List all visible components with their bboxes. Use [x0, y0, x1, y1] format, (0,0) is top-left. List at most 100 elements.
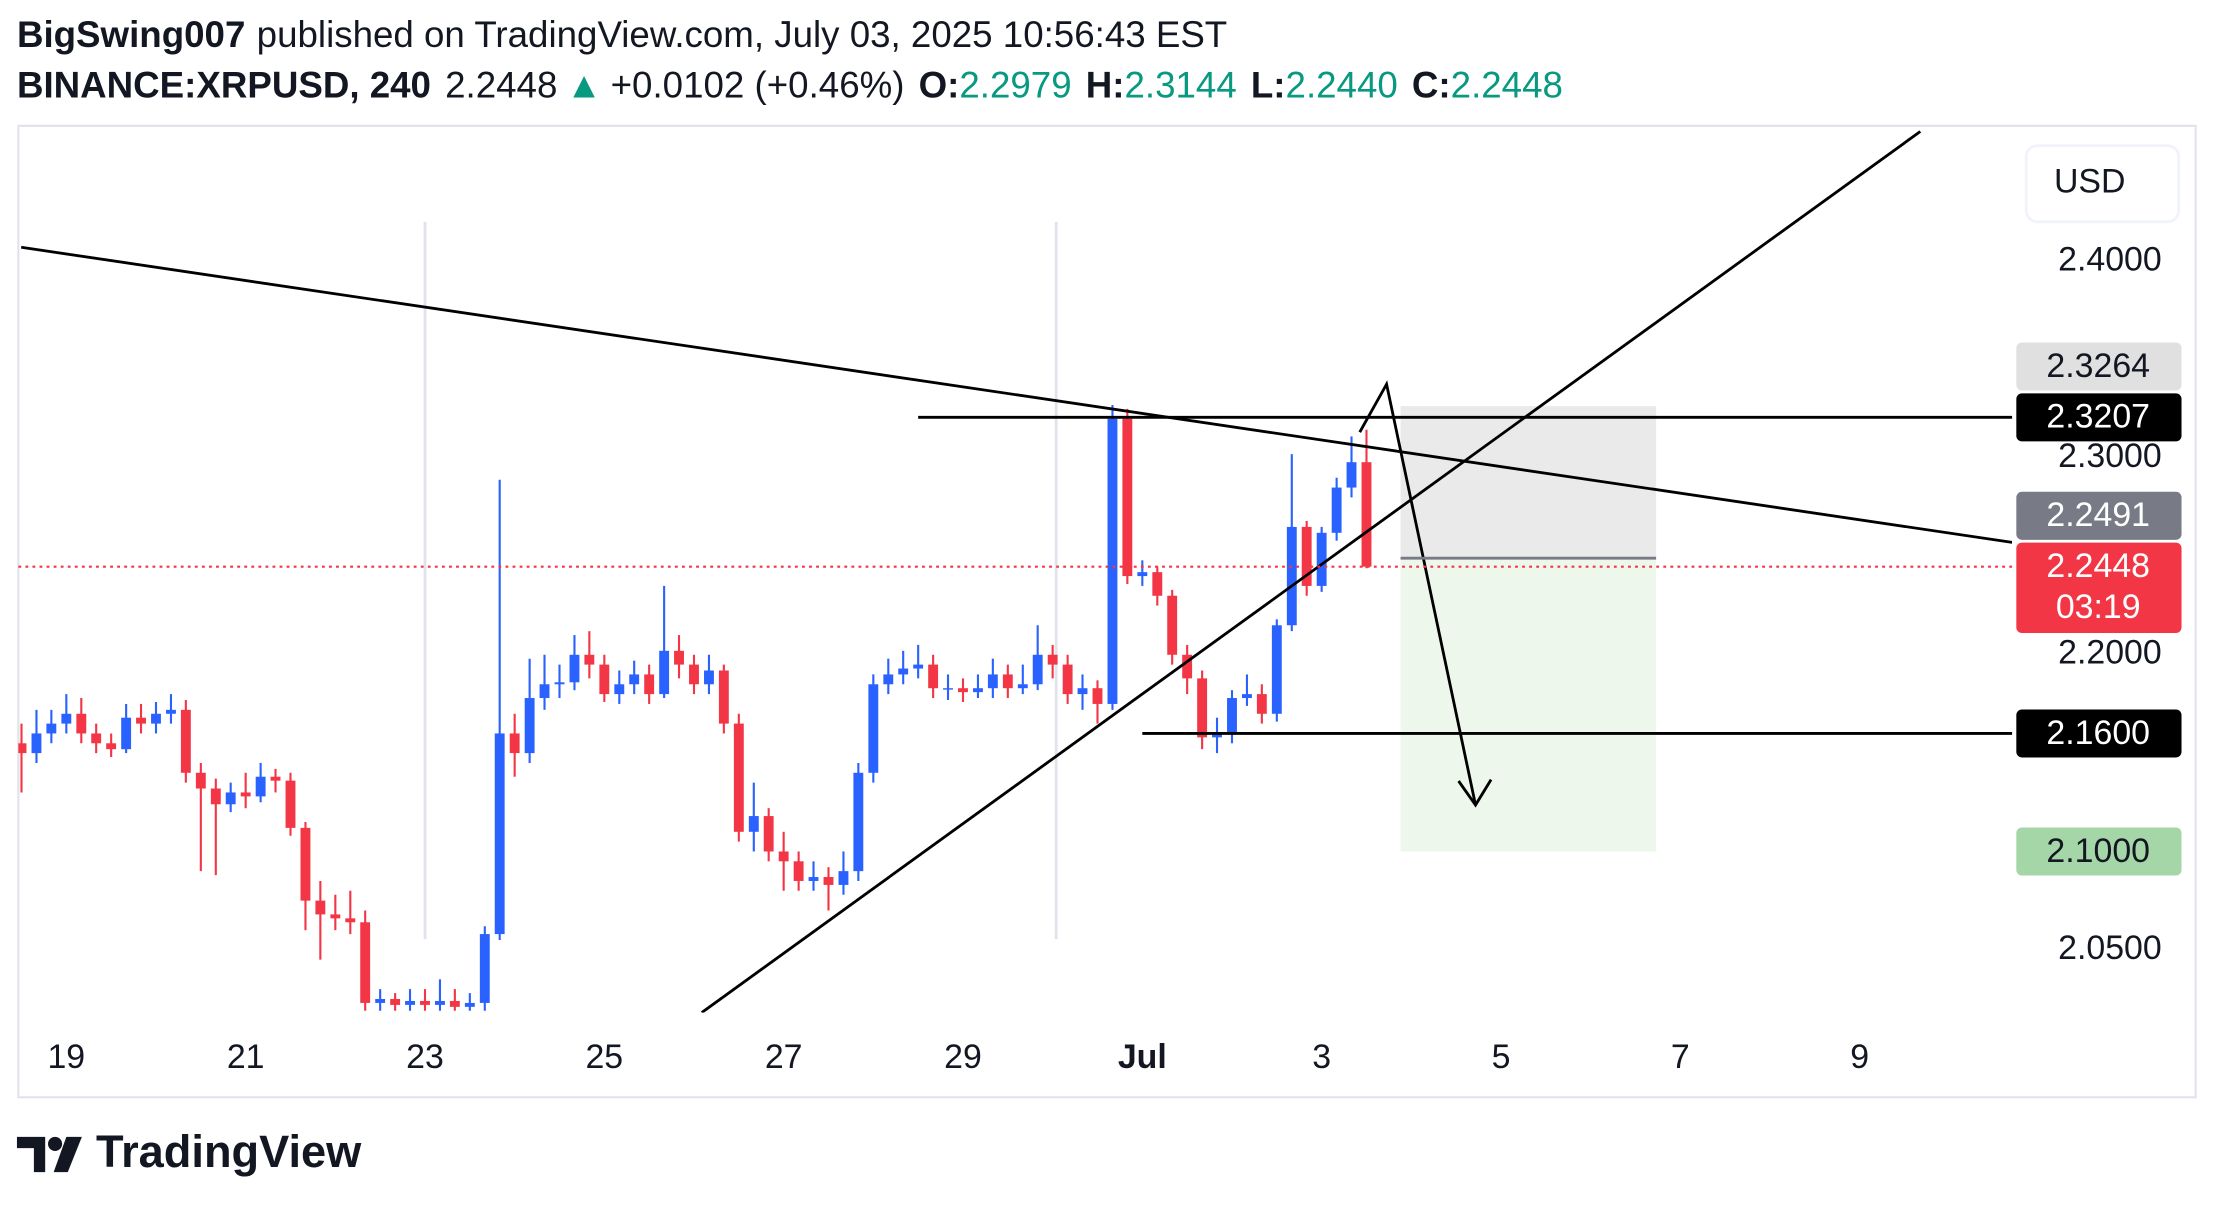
candle-body — [943, 688, 953, 690]
price-marker-label: 2.1000 — [2046, 832, 2150, 870]
candle-body — [1316, 532, 1327, 586]
x-tick-label: 5 — [1492, 1038, 1511, 1076]
candle-body — [345, 918, 356, 923]
axes: 19 21 23 25 27 29 Jul 3 5 7 9 2.4000 2.3000 2.2000 2.0… — [47, 240, 2161, 1076]
candle-body — [748, 816, 759, 832]
candle-body — [1271, 625, 1282, 714]
candle-body — [524, 698, 535, 754]
candle-body — [1032, 654, 1043, 685]
change: +0.0102 (+0.46%) — [611, 64, 905, 105]
last-price: 2.2448 — [445, 64, 557, 105]
candle-body — [823, 877, 834, 885]
candle-body — [151, 713, 161, 724]
candle-body — [1346, 462, 1357, 488]
candle-body — [180, 709, 191, 773]
logo-mark — [16, 1136, 46, 1173]
candle-body — [479, 934, 490, 1003]
price-marker — [2016, 342, 2182, 391]
candle-body — [31, 733, 42, 754]
candle-body — [1361, 462, 1372, 567]
candle-body — [166, 709, 176, 714]
x-tick-label: 21 — [227, 1038, 265, 1076]
candle-body — [644, 674, 655, 695]
x-tick-label: 23 — [406, 1038, 444, 1076]
y-tick-label: 2.4000 — [2058, 240, 2162, 278]
candle-body — [1242, 694, 1252, 699]
ohlc-value: 2.2440 — [1286, 64, 1398, 105]
candle-body — [1197, 678, 1208, 738]
change-arrow: ▲ — [566, 64, 602, 105]
price-marker-label: 2.1600 — [2046, 714, 2150, 752]
candle-body — [1017, 684, 1028, 689]
candle-body — [121, 717, 132, 750]
candle-body — [569, 654, 580, 683]
published: published on TradingView.com, July 03, 2… — [257, 14, 1228, 55]
candle-body — [883, 674, 894, 685]
candle-body — [225, 792, 236, 805]
currency-button[interactable] — [2024, 144, 2181, 224]
price-marker-label: 2.3207 — [2046, 398, 2150, 436]
candle-body — [405, 1000, 415, 1005]
candle-body — [987, 674, 998, 689]
candle-body — [255, 776, 266, 797]
y-tick-label: 2.3000 — [2058, 437, 2162, 475]
chart-frame — [17, 124, 2197, 1099]
y-tick-label: 2.2000 — [2058, 634, 2162, 672]
candle-body — [1092, 688, 1103, 704]
candle-body — [1331, 487, 1342, 533]
ohlc-key: C: — [1412, 64, 1451, 105]
price-marker-label: 2.3264 — [2046, 347, 2150, 385]
candle-body — [1077, 688, 1088, 695]
candle-body — [1212, 733, 1222, 738]
candle-body — [1286, 526, 1297, 626]
trendline — [20, 245, 2013, 544]
candle-body — [46, 723, 57, 734]
ohlc-value: 2.3144 — [1124, 64, 1236, 105]
x-tick-label: 25 — [585, 1038, 623, 1076]
candle-body — [285, 780, 296, 828]
x-tick-label: 29 — [944, 1038, 982, 1076]
x-tick-label: Jul — [1118, 1038, 1167, 1076]
candle-body — [718, 670, 729, 724]
candle-body — [1152, 572, 1163, 596]
candle-body — [704, 670, 714, 685]
candle-body — [1062, 664, 1073, 695]
candle-body — [18, 743, 27, 754]
candle-body — [435, 1000, 445, 1005]
x-tick-label: 27 — [765, 1038, 803, 1076]
brand: TradingView — [96, 1126, 362, 1177]
candle-body — [958, 688, 968, 693]
candle-body — [76, 713, 87, 734]
candle-body — [91, 733, 102, 744]
candle-body — [494, 733, 505, 935]
candle-body — [1227, 698, 1237, 734]
candle-body — [808, 877, 819, 881]
candle-body — [778, 851, 789, 862]
price-marker — [2016, 709, 2182, 758]
price-marker — [2016, 542, 2182, 634]
logo — [16, 1136, 82, 1173]
price-marker — [2016, 491, 2182, 540]
candle-body — [375, 998, 386, 1003]
candle-body — [61, 713, 72, 724]
trendline — [700, 130, 1922, 1013]
candles — [18, 404, 1372, 1011]
candle-body — [390, 998, 401, 1005]
candle-body — [913, 664, 924, 669]
candle-body — [733, 723, 744, 832]
candle-body — [584, 654, 595, 665]
candle-body — [270, 776, 281, 781]
candle-body — [554, 682, 565, 685]
candle-body — [1256, 694, 1267, 714]
candle-body — [420, 1000, 430, 1005]
target-zone — [1400, 558, 1657, 852]
candle-body — [1107, 418, 1118, 704]
candle-body — [509, 733, 520, 754]
ohlc-key: L: — [1251, 64, 1286, 105]
arrow-head — [1457, 778, 1493, 808]
candle-body — [300, 827, 311, 901]
logo-mark — [53, 1136, 82, 1173]
